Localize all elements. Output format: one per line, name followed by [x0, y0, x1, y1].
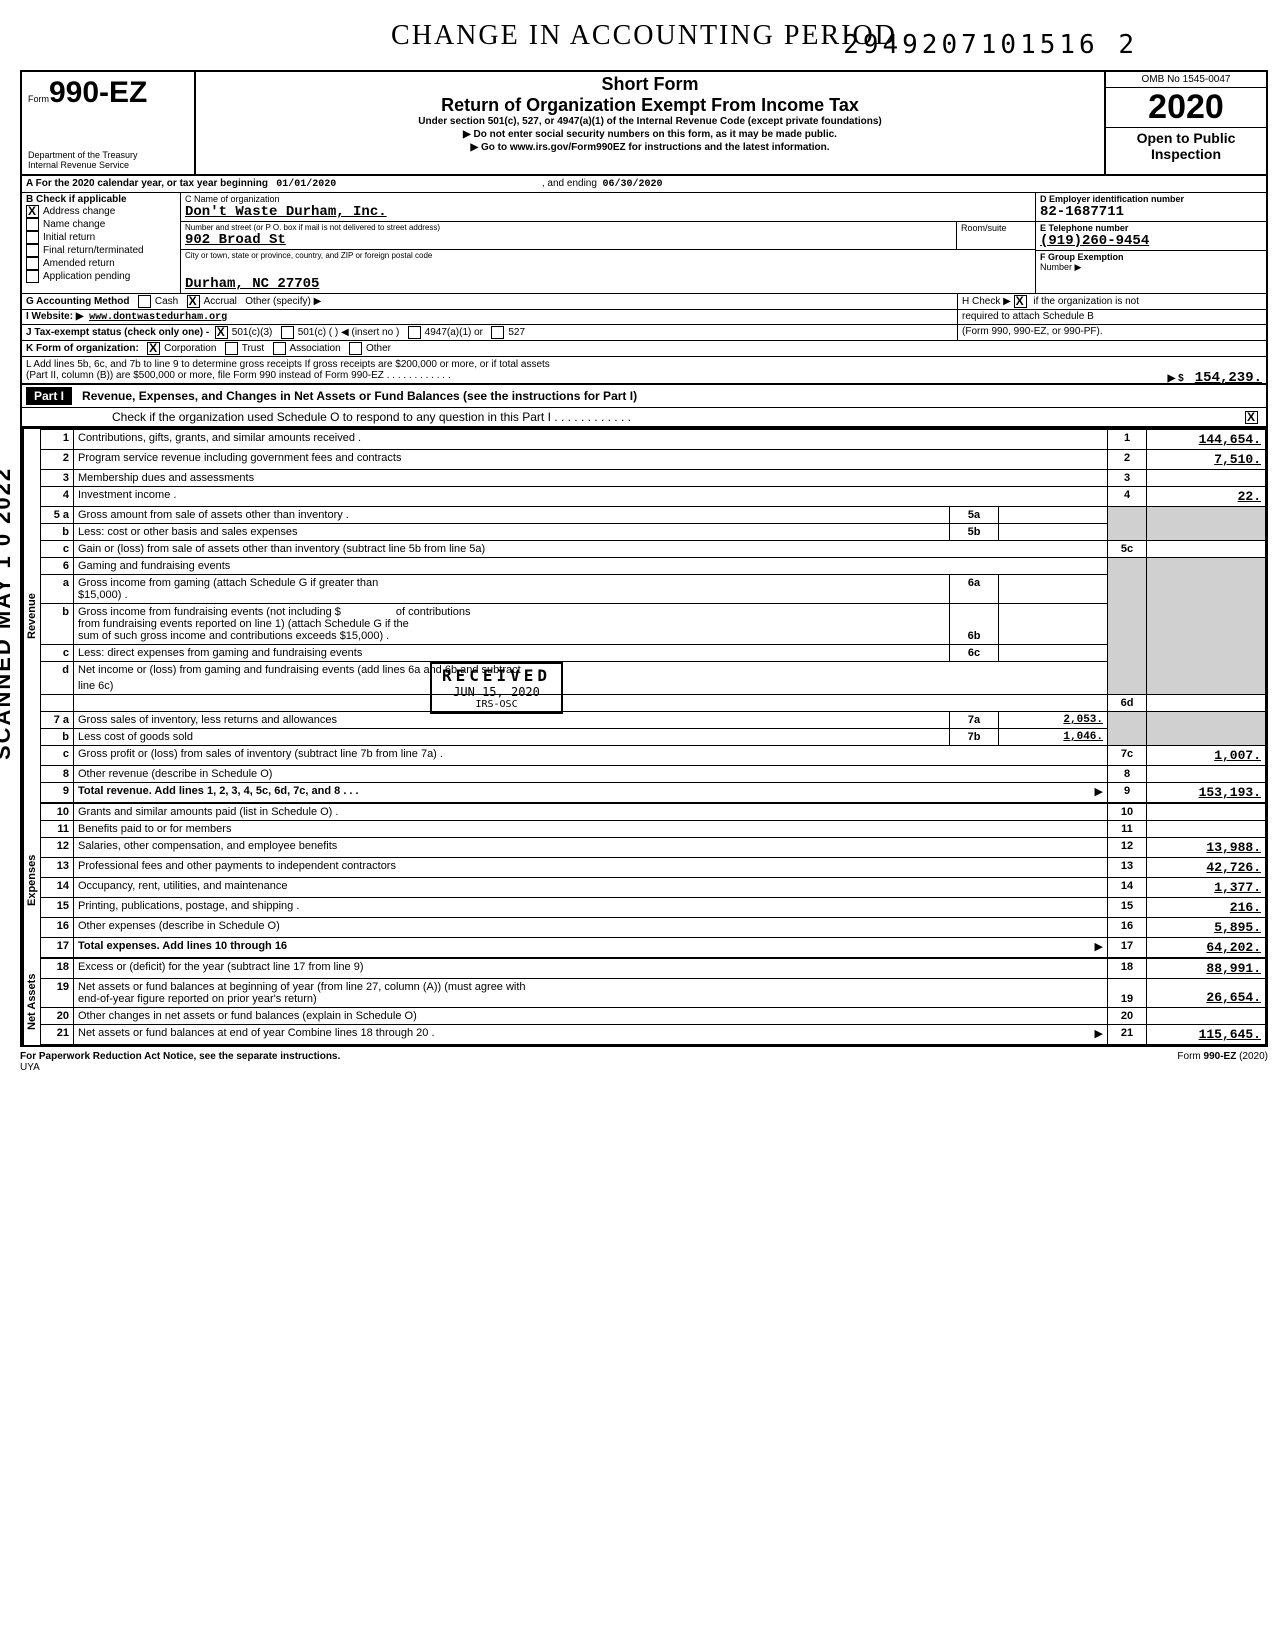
form-header: Form990-EZ Department of the Treasury In… [20, 70, 1268, 176]
check-name-change[interactable] [26, 218, 39, 231]
opt-4947: 4947(a)(1) or [425, 327, 483, 338]
opt-trust: Trust [242, 343, 264, 354]
check-final-return-label: Final return/terminated [43, 245, 144, 256]
netassets-side-label: Net Assets [22, 958, 40, 1045]
check-trust[interactable] [225, 342, 238, 355]
opt-assoc: Association [290, 343, 341, 354]
line-a-mid: , and ending [542, 178, 597, 189]
room-suite-label: Room/suite [956, 222, 1035, 249]
street-label: Number and street (or P O. box if mail i… [185, 223, 952, 232]
opt-501c-b: ) ◀ (insert no ) [335, 327, 399, 338]
line-l-text2: (Part II, column (B)) are $500,000 or mo… [26, 370, 384, 381]
check-4947[interactable] [408, 326, 421, 339]
check-pending[interactable] [26, 270, 39, 283]
telephone: (919)260-9454 [1040, 233, 1262, 249]
gross-receipts: 154,239. [1195, 370, 1262, 386]
check-assoc[interactable] [273, 342, 286, 355]
tax-year: 2020 [1106, 88, 1266, 127]
line-h-4: (Form 990, 990-EZ, or 990-PF). [958, 325, 1266, 340]
box-f-label: F Group Exemption [1040, 252, 1262, 262]
accrual-label: Accrual [204, 296, 237, 307]
box-b-label: B Check if applicable [26, 194, 176, 205]
line-k-label: K Form of organization: [26, 343, 139, 354]
website: www.dontwastedurham.org [89, 312, 227, 323]
form-subtitle: Under section 501(c), 527, or 4947(a)(1)… [204, 116, 1096, 127]
document-stamp-number: 2949207101516 2 [843, 30, 1138, 60]
check-address-change[interactable] [26, 205, 39, 218]
part-1-heading: Revenue, Expenses, and Changes in Net As… [82, 389, 637, 403]
check-527[interactable] [491, 326, 504, 339]
check-schedule-b[interactable] [1014, 295, 1027, 308]
part-1-label: Part I [26, 387, 72, 405]
form-prefix: Form [28, 94, 49, 104]
check-amended[interactable] [26, 257, 39, 270]
tax-year-begin: 01/01/2020 [276, 179, 336, 190]
open-to-public: Open to Public [1108, 130, 1264, 146]
other-method-label: Other (specify) ▶ [245, 296, 321, 307]
org-name: Don't Waste Durham, Inc. [185, 204, 1031, 220]
check-501c[interactable] [281, 326, 294, 339]
revenue-table: 1Contributions, gifts, grants, and simil… [40, 429, 1266, 803]
check-corp[interactable] [147, 342, 160, 355]
box-d-label: D Employer identification number [1040, 194, 1262, 204]
scanned-stamp: SCANNED MAY 1 0 2022 [0, 467, 16, 760]
footer-uya: UYA [20, 1062, 40, 1073]
check-pending-label: Application pending [43, 271, 130, 282]
opt-other-org: Other [366, 343, 391, 354]
check-schedule-o[interactable] [1245, 411, 1258, 424]
check-name-change-label: Name change [43, 219, 105, 230]
opt-501c: 501(c) ( [298, 327, 332, 338]
form-note-1: ▶ Do not enter social security numbers o… [204, 129, 1096, 140]
ein: 82-1687711 [1040, 204, 1262, 220]
irs-label: Internal Revenue Service [28, 160, 188, 170]
opt-corp: Corporation [164, 343, 216, 354]
check-amended-label: Amended return [43, 258, 115, 269]
omb-number: OMB No 1545-0047 [1106, 72, 1266, 88]
line-j-label: J Tax-exempt status (check only one) - [26, 327, 209, 338]
line-h-3: required to attach Schedule B [958, 310, 1266, 324]
netassets-table: 18Excess or (deficit) for the year (subt… [40, 958, 1266, 1045]
tax-year-end: 06/30/2020 [603, 179, 663, 190]
check-initial-return[interactable] [26, 231, 39, 244]
received-date: JUN 15, 2020 [442, 685, 551, 699]
check-cash[interactable] [138, 295, 151, 308]
form-title-2: Return of Organization Exempt From Incom… [204, 95, 1096, 116]
line-h-2: if the organization is not [1033, 296, 1139, 307]
form-title-1: Short Form [204, 74, 1096, 95]
box-c-label: C Name of organization [185, 194, 1031, 204]
dept-treasury: Department of the Treasury [28, 150, 188, 160]
check-address-change-label: Address change [43, 206, 115, 217]
check-501c3[interactable] [215, 326, 228, 339]
cash-label: Cash [155, 296, 178, 307]
check-final-return[interactable] [26, 244, 39, 257]
org-city: Durham, NC 27705 [185, 276, 1031, 292]
check-accrual[interactable] [187, 295, 200, 308]
part-1-check-line: Check if the organization used Schedule … [112, 410, 551, 424]
footer-right: Form 990-EZ (2020) [1177, 1051, 1268, 1073]
form-note-2: ▶ Go to www.irs.gov/Form990EZ for instru… [204, 142, 1096, 153]
line-a-prefix: A For the 2020 calendar year, or tax yea… [26, 178, 268, 189]
inspection-label: Inspection [1108, 146, 1264, 162]
expenses-table: 10Grants and similar amounts paid (list … [40, 803, 1266, 958]
line-l-text: L Add lines 5b, 6c, and 7b to line 9 to … [26, 359, 1262, 370]
received-label: RECEIVED [442, 666, 551, 685]
opt-527: 527 [508, 327, 525, 338]
line-l-arrow: ▶ $ [1168, 373, 1184, 384]
received-stamp: RECEIVED JUN 15, 2020 IRS-OSC [430, 662, 563, 714]
check-other-org[interactable] [349, 342, 362, 355]
box-f-label2: Number ▶ [1040, 262, 1262, 273]
city-label: City or town, state or province, country… [185, 251, 1031, 260]
expenses-side-label: Expenses [22, 803, 40, 958]
footer-left: For Paperwork Reduction Act Notice, see … [20, 1051, 340, 1062]
opt-501c3: 501(c)(3) [232, 327, 273, 338]
line-h-1: H Check ▶ [962, 296, 1011, 307]
check-initial-return-label: Initial return [43, 232, 95, 243]
revenue-side-label: Revenue [22, 429, 40, 803]
received-office: IRS-OSC [442, 699, 551, 710]
line-g-label: G Accounting Method [26, 296, 130, 307]
line-i-label: I Website: ▶ [26, 311, 84, 322]
form-number: 990-EZ [49, 76, 147, 109]
org-street: 902 Broad St [185, 232, 952, 248]
box-e-label: E Telephone number [1040, 223, 1262, 233]
